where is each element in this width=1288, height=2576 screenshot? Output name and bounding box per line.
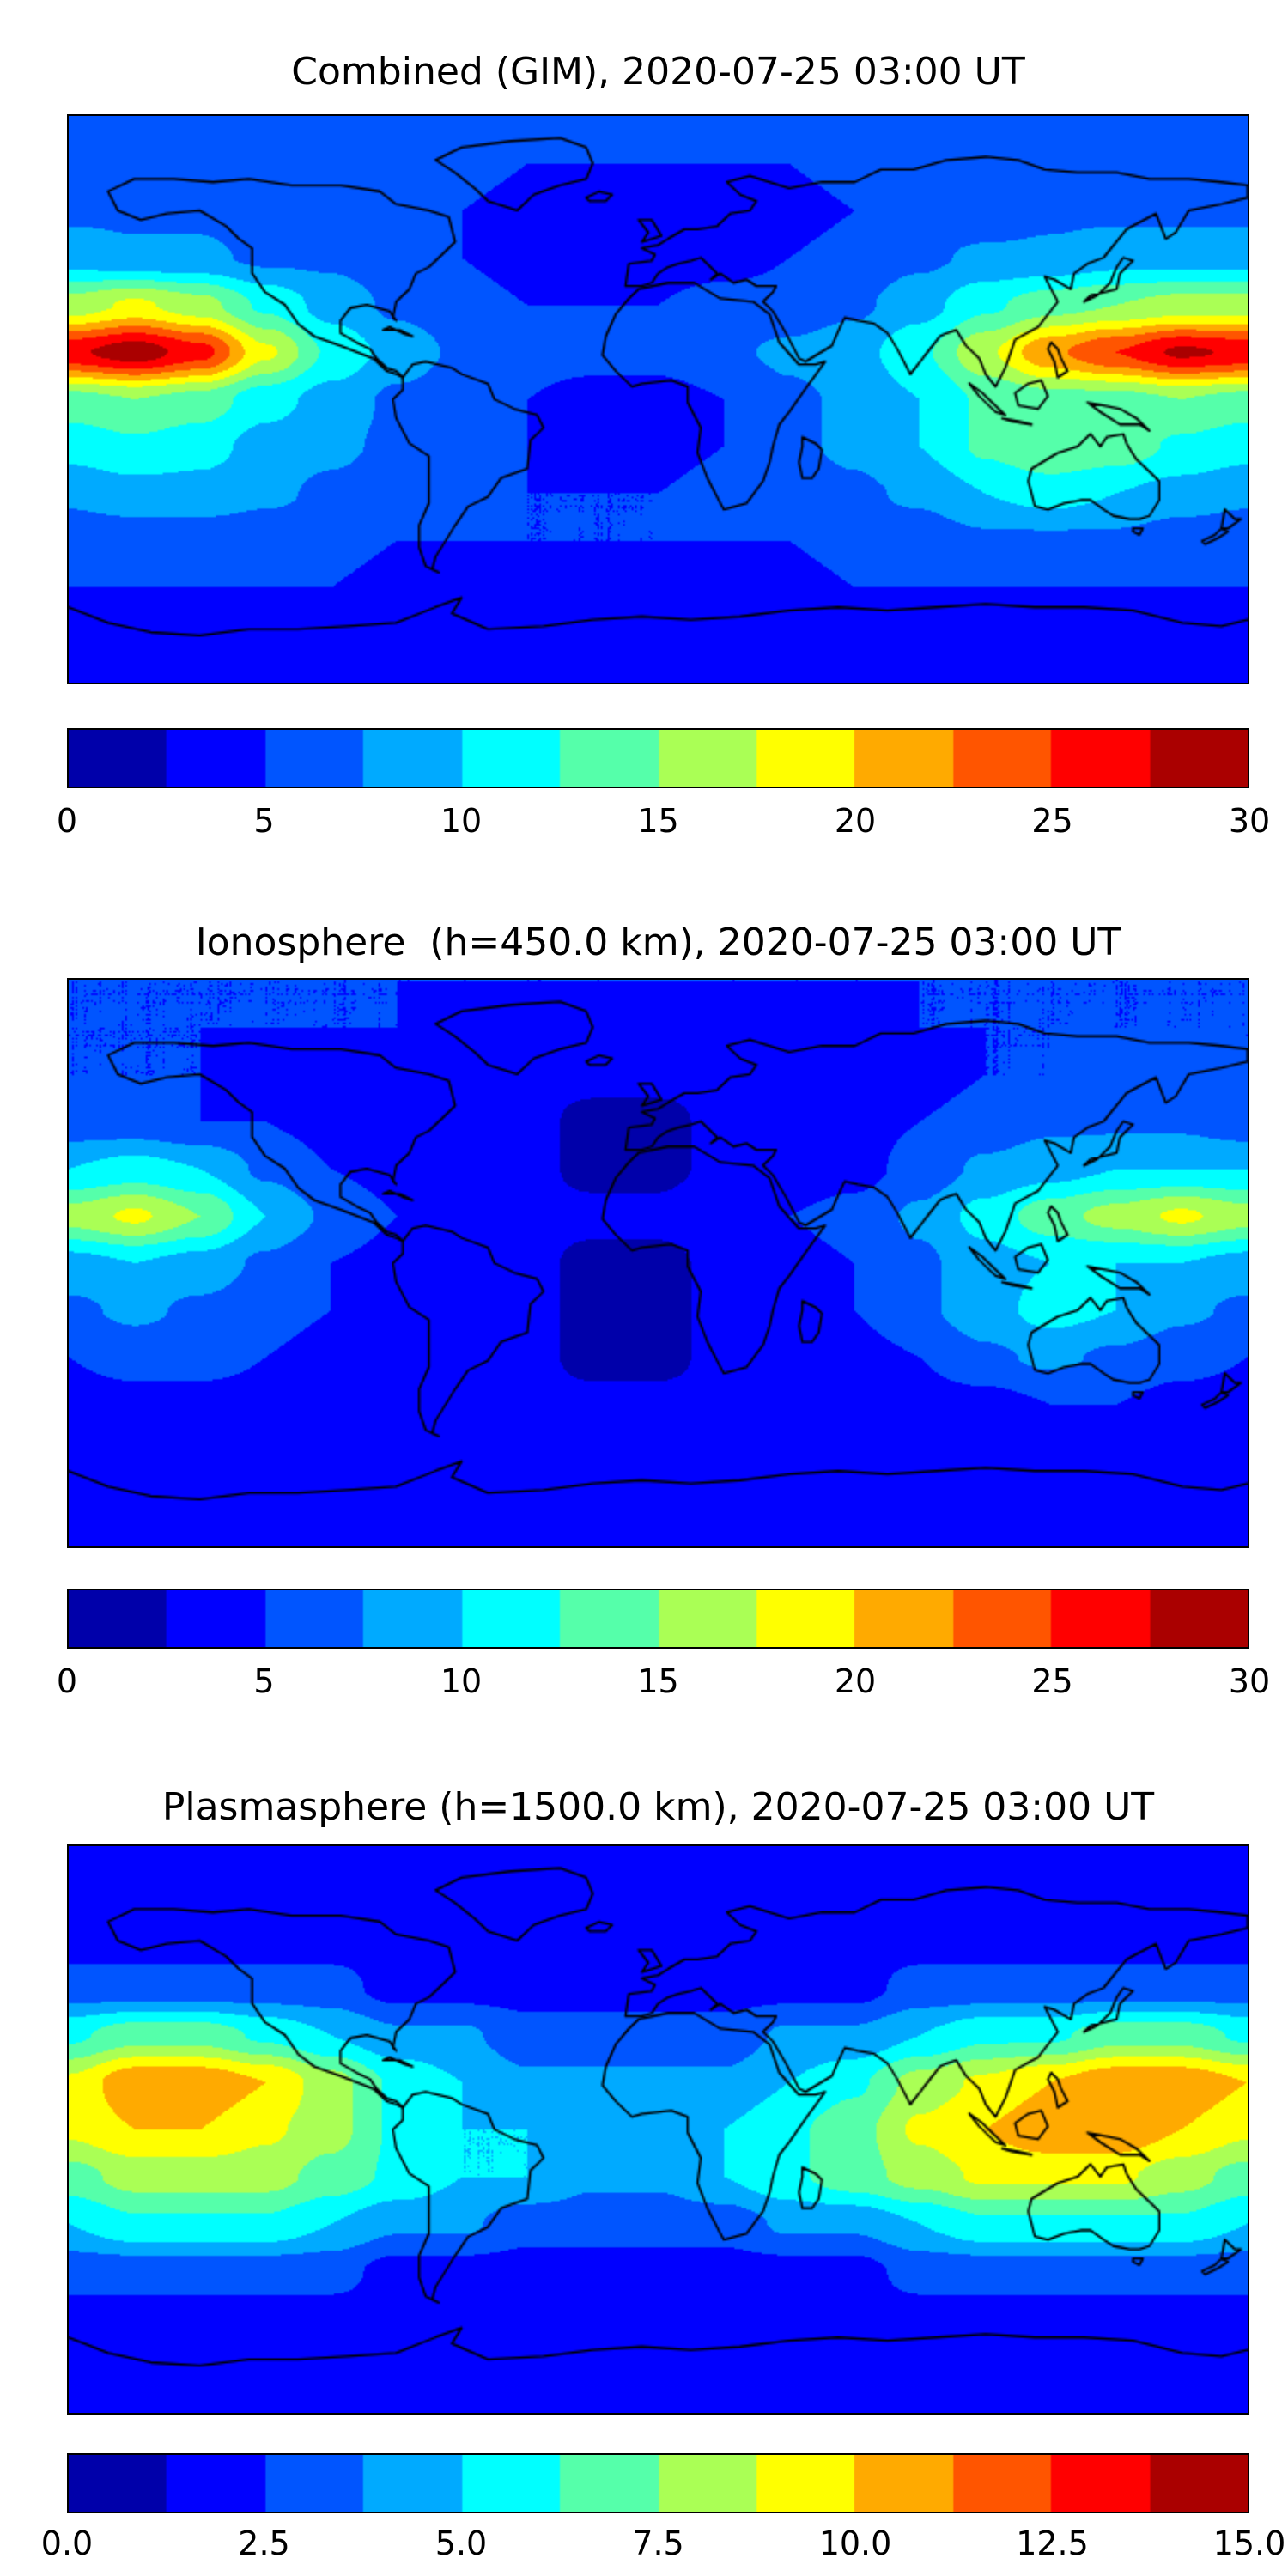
colorbar-tick-label: 25 xyxy=(1031,802,1073,840)
colorbar-combined xyxy=(67,728,1249,788)
colorbar-tick-label: 10.0 xyxy=(818,2524,892,2562)
colorbar-ticks-combined: 0 5 10 15 20 25 30 xyxy=(57,802,1270,843)
panel-title-combined: Combined (GIM), 2020-07-25 03:00 UT xyxy=(291,50,1025,94)
map-ionosphere xyxy=(67,978,1249,1548)
colorbar-ionosphere xyxy=(67,1589,1249,1649)
tec-map-canvas-ionosphere xyxy=(69,980,1248,1546)
colorbar-tick-label: 12.5 xyxy=(1016,2524,1089,2562)
colorbar-canvas-combined xyxy=(69,730,1248,787)
colorbar-tick-label: 15 xyxy=(637,802,679,840)
colorbar-tick-label: 2.5 xyxy=(238,2524,290,2562)
colorbar-plasmasphere xyxy=(67,2453,1249,2513)
colorbar-tick-label: 5 xyxy=(253,802,275,840)
map-plasmasphere xyxy=(67,1844,1249,2415)
colorbar-tick-label: 0.0 xyxy=(40,2524,94,2562)
colorbar-ticks-plasmasphere: 0.0 2.5 5.0 7.5 10.0 12.5 15.0 xyxy=(41,2524,1286,2566)
tec-map-canvas-plasmasphere xyxy=(69,1846,1248,2413)
colorbar-tick-label: 0 xyxy=(56,802,78,840)
panel-title-plasmasphere: Plasmasphere (h=1500.0 km), 2020-07-25 0… xyxy=(161,1785,1155,1829)
colorbar-tick-label: 5 xyxy=(253,1662,275,1700)
panel-title-ionosphere: Ionosphere (h=450.0 km), 2020-07-25 03:0… xyxy=(195,920,1121,964)
colorbar-tick-label: 5.0 xyxy=(434,2524,488,2562)
colorbar-tick-label: 15 xyxy=(637,1662,679,1700)
colorbar-canvas-plasmasphere xyxy=(69,2455,1248,2512)
colorbar-tick-label: 20 xyxy=(834,802,877,840)
colorbar-tick-label: 30 xyxy=(1228,1662,1271,1700)
tec-map-canvas-combined xyxy=(69,116,1248,683)
colorbar-ticks-ionosphere: 0 5 10 15 20 25 30 xyxy=(57,1662,1270,1704)
colorbar-tick-label: 30 xyxy=(1228,802,1271,840)
colorbar-tick-label: 25 xyxy=(1031,1662,1073,1700)
colorbar-tick-label: 0 xyxy=(56,1662,78,1700)
colorbar-tick-label: 15.0 xyxy=(1212,2524,1286,2562)
map-combined xyxy=(67,114,1249,684)
colorbar-canvas-ionosphere xyxy=(69,1590,1248,1647)
colorbar-tick-label: 10 xyxy=(440,802,483,840)
colorbar-tick-label: 7.5 xyxy=(632,2524,684,2562)
colorbar-tick-label: 10 xyxy=(440,1662,483,1700)
colorbar-tick-label: 20 xyxy=(834,1662,877,1700)
